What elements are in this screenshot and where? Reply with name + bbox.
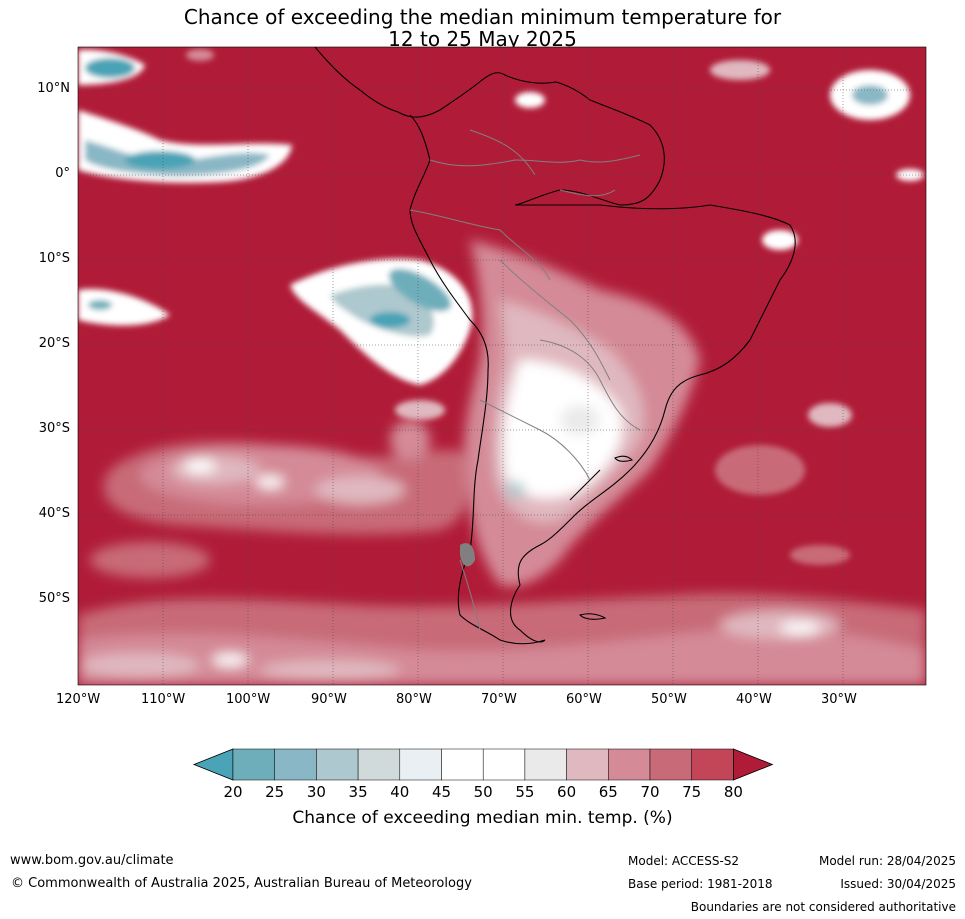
latitude-label: 40°S xyxy=(38,506,70,521)
peru-coast-anomaly xyxy=(290,258,473,420)
colorbar-segment xyxy=(524,748,567,781)
latitude-label: 10°S xyxy=(38,251,70,266)
colorbar-segment xyxy=(357,748,401,781)
footer-website: www.bom.gov.au/climate xyxy=(10,853,174,868)
coastlines xyxy=(314,47,796,645)
colorbar-tick-label: 40 xyxy=(390,783,410,801)
colorbar-segment xyxy=(566,748,609,781)
colorbar-tick-label: 55 xyxy=(515,783,535,801)
pacific-midlatitude-anomaly xyxy=(90,420,474,578)
longitude-label: 100°W xyxy=(226,692,271,707)
colorbar-segment xyxy=(482,748,526,781)
colorbar-segment xyxy=(649,748,692,781)
longitude-label: 80°W xyxy=(396,692,432,707)
latitude-label: 10°N xyxy=(37,81,70,96)
colorbar-title: Chance of exceeding median min. temp. (%… xyxy=(292,808,673,828)
map-field xyxy=(78,47,926,685)
colorbar-tick-label: 75 xyxy=(682,783,702,801)
colorbar-tick-label: 25 xyxy=(265,783,285,801)
longitude-label: 50°W xyxy=(651,692,687,707)
chart-title-line2: 12 to 25 May 2025 xyxy=(388,27,577,51)
footer-model: Model: ACCESS-S2 xyxy=(628,854,740,868)
colorbar-tick-label: 70 xyxy=(640,783,660,801)
country-borders xyxy=(409,129,641,631)
longitude-label: 60°W xyxy=(566,692,602,707)
colorbar-arrow-low xyxy=(192,748,234,781)
footer-copyright: © Commonwealth of Australia 2025, Austra… xyxy=(11,876,472,891)
colorbar-segment xyxy=(608,748,651,781)
map-frame xyxy=(77,46,927,686)
colorbar-tick-label: 65 xyxy=(598,783,618,801)
footer-base-period: Base period: 1981-2018 xyxy=(628,877,773,891)
latitude-label: 50°S xyxy=(38,591,70,606)
footer-disclaimer: Boundaries are not considered authoritat… xyxy=(690,900,956,914)
graticule xyxy=(78,47,926,685)
footer-issued: Issued: 30/04/2025 xyxy=(840,877,956,891)
equatorial-pacific-anomaly xyxy=(78,49,292,326)
colorbar-segment xyxy=(316,748,359,781)
chart-title-line1: Chance of exceeding the median minimum t… xyxy=(183,5,782,29)
longitude-label: 30°W xyxy=(821,692,857,707)
colorbar-tick-label: 35 xyxy=(348,783,368,801)
colorbar-tick-label: 60 xyxy=(557,783,577,801)
colorbar-segment xyxy=(274,748,317,781)
colorbar-segment xyxy=(441,748,484,781)
longitude-label: 120°W xyxy=(56,692,101,707)
longitude-label: 110°W xyxy=(141,692,186,707)
latitude-label: 20°S xyxy=(38,336,70,351)
colorbar-segment xyxy=(232,748,275,781)
colorbar-segment xyxy=(399,748,442,781)
colorbar-segment xyxy=(691,748,734,781)
south-america-anomaly xyxy=(463,240,700,587)
colorbar xyxy=(192,748,774,781)
southern-ocean-anomaly xyxy=(78,593,926,685)
longitude-label: 90°W xyxy=(311,692,347,707)
colorbar-tick-label: 45 xyxy=(431,783,452,801)
latitude-label: 0° xyxy=(55,166,70,181)
colorbar-tick-label: 80 xyxy=(723,783,743,801)
longitude-label: 40°W xyxy=(736,692,772,707)
footer-model-run: Model run: 28/04/2025 xyxy=(818,854,956,868)
longitude-label: 70°W xyxy=(481,692,517,707)
latitude-label: 30°S xyxy=(38,421,70,436)
glacier-patch xyxy=(460,543,475,567)
colorbar-tick-label: 30 xyxy=(306,783,326,801)
colorbar-tick-label: 20 xyxy=(223,783,243,801)
colorbar-arrow-high xyxy=(733,748,774,781)
colorbar-tick-label: 50 xyxy=(473,783,493,801)
